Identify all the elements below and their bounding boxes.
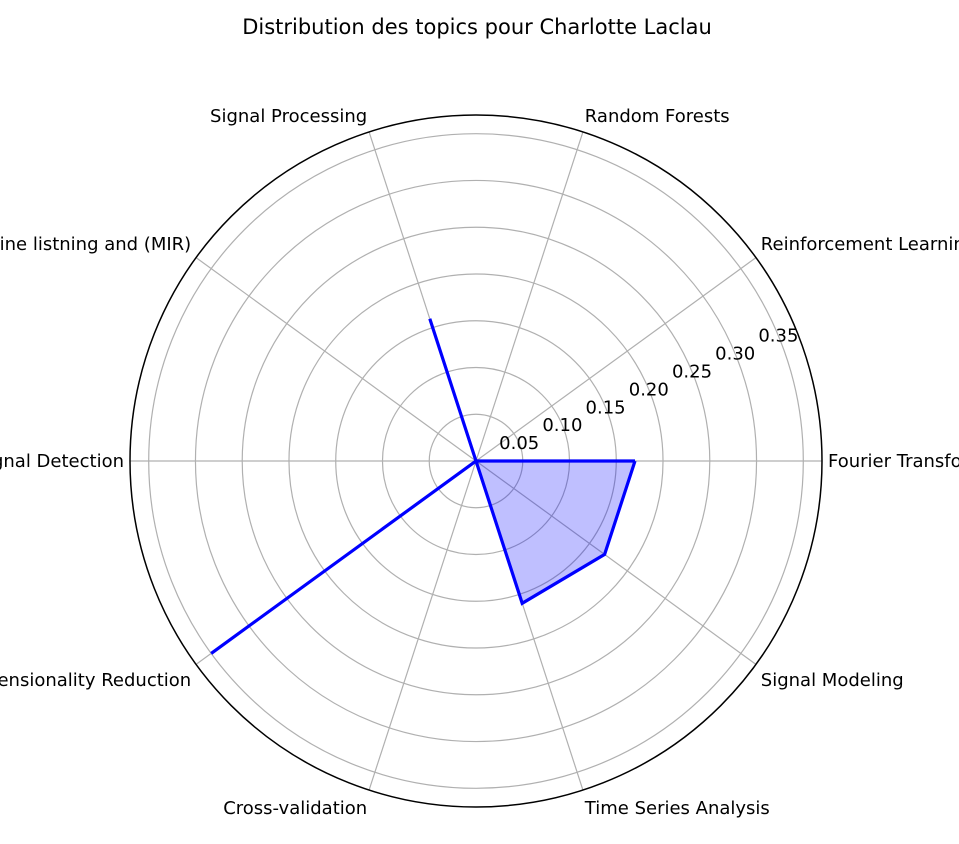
category-label: Signal Modeling [761,670,904,691]
series-line [210,318,637,655]
category-label: Fourier Transform [828,451,959,472]
chart-title: Distribution des topics pour Charlotte L… [242,15,712,39]
polar-frame [129,114,823,808]
radial-tick-label: 0.05 [499,433,539,454]
radar-series [210,318,637,655]
radial-tick-label: 0.20 [629,379,669,400]
grid-spoke [475,131,584,462]
radial-tick-label: 0.30 [715,344,755,365]
category-label: Signal Processing [210,106,367,127]
category-label: Time Series Analysis [584,798,770,819]
category-label: Random Forests [585,106,730,127]
grid-spoke [475,257,757,462]
radial-tick-label: 0.35 [758,326,798,347]
category-label: Cross-validation [223,798,367,819]
category-label: Dimensionality Reduction [0,670,191,691]
grid-spoke [195,257,477,462]
series-fill [211,318,635,654]
category-label: Machine listning and (MIR) [0,234,191,255]
radial-tick-labels: 0.050.100.150.200.250.300.35 [499,326,798,454]
category-labels: Fourier Transform Reinforcement Learning R… [0,106,959,819]
radial-tick-label: 0.15 [586,397,626,418]
radial-tick-label: 0.25 [672,362,712,383]
category-label: Signal Detection [0,451,124,472]
radial-tick-label: 0.10 [542,415,582,436]
category-label: Reinforcement Learning [761,234,959,255]
grid-spoke [368,460,477,791]
grid-spoke [475,460,757,665]
